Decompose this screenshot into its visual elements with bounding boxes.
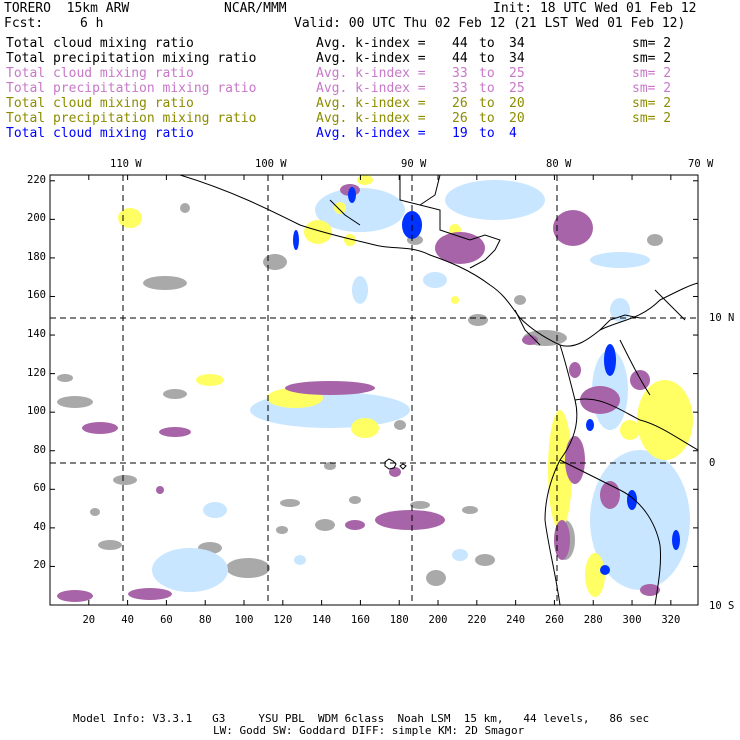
model-title: TORERO 15km ARW bbox=[4, 1, 130, 16]
legend-kindex-to: 34 bbox=[509, 36, 525, 51]
legend-kindex-to: 20 bbox=[509, 111, 525, 126]
legend-kindex-to: 34 bbox=[509, 51, 525, 66]
map-frame bbox=[49, 174, 699, 606]
x-tick-label: 100 bbox=[234, 614, 254, 626]
legend-smoothing: sm= 2 bbox=[632, 81, 672, 96]
legend-smoothing: sm= 2 bbox=[632, 96, 672, 111]
legend-field: Total precipitation mixing ratio bbox=[6, 51, 257, 66]
legend-kindex-to: 25 bbox=[509, 81, 525, 96]
x-tick-label: 320 bbox=[661, 614, 681, 626]
legend-field: Total cloud mixing ratio bbox=[6, 126, 194, 141]
lat-label-10n: 10 N bbox=[709, 312, 735, 324]
legend-kindex-from: 44 bbox=[452, 36, 468, 51]
graticule bbox=[50, 175, 698, 605]
x-tick-label: 260 bbox=[544, 614, 564, 626]
x-tick-label: 220 bbox=[467, 614, 487, 626]
x-tick-label: 140 bbox=[312, 614, 332, 626]
legend-field: Total cloud mixing ratio bbox=[6, 96, 194, 111]
lat-label-10s: 10 S bbox=[709, 600, 735, 612]
x-tick-label: 200 bbox=[428, 614, 448, 626]
legend-field: Total cloud mixing ratio bbox=[6, 66, 194, 81]
x-tick-label: 280 bbox=[583, 614, 603, 626]
y-tick-label: 20 bbox=[33, 559, 46, 572]
y-tick-label: 100 bbox=[27, 405, 46, 418]
legend-kindex-to: 20 bbox=[509, 96, 525, 111]
tick-marks bbox=[50, 175, 698, 605]
legend-field: Total precipitation mixing ratio bbox=[6, 81, 257, 96]
legend-kindex-from: 26 bbox=[452, 96, 468, 111]
legend-kindex-label: Avg. k-index = bbox=[316, 81, 426, 96]
legend-kindex-to-word: to bbox=[479, 81, 495, 96]
legend-kindex-from: 44 bbox=[452, 51, 468, 66]
legend-kindex-to: 4 bbox=[509, 126, 517, 141]
legend-kindex-to-word: to bbox=[479, 51, 495, 66]
legend-kindex-from: 19 bbox=[452, 126, 468, 141]
y-tick-label: 120 bbox=[27, 366, 46, 379]
legend-smoothing: sm= 2 bbox=[632, 66, 672, 81]
lon-label-110w: 110 W bbox=[110, 158, 142, 170]
legend-smoothing: sm= 2 bbox=[632, 111, 672, 126]
x-tick-label: 20 bbox=[82, 614, 96, 626]
forecast-label: Fcst: bbox=[4, 16, 44, 31]
x-tick-label: 300 bbox=[622, 614, 642, 626]
legend-kindex-label: Avg. k-index = bbox=[316, 51, 426, 66]
purple-blobs bbox=[57, 184, 660, 602]
y-tick-label: 200 bbox=[27, 212, 46, 225]
x-tick-label: 180 bbox=[389, 614, 409, 626]
y-tick-label: 60 bbox=[33, 482, 46, 495]
legend-kindex-to-word: to bbox=[479, 126, 495, 141]
y-tick-label: 80 bbox=[33, 443, 46, 456]
y-tick-label: 160 bbox=[27, 289, 46, 302]
legend-kindex-label: Avg. k-index = bbox=[316, 66, 426, 81]
legend-kindex-from: 26 bbox=[452, 111, 468, 126]
legend-field: Total precipitation mixing ratio bbox=[6, 111, 257, 126]
x-tick-label: 80 bbox=[198, 614, 212, 626]
y-tick-label: 220 bbox=[27, 173, 46, 186]
legend-kindex-from: 33 bbox=[452, 66, 468, 81]
lat-label-0: 0 bbox=[709, 457, 716, 469]
model-info: Model Info: V3.3.1 G3 YSU PBL WDM 6class… bbox=[73, 712, 650, 725]
coastlines bbox=[179, 175, 698, 605]
legend-kindex-label: Avg. k-index = bbox=[316, 126, 426, 141]
legend-kindex-to-word: to bbox=[479, 66, 495, 81]
y-tick-label: 140 bbox=[27, 328, 46, 341]
legend-kindex-label: Avg. k-index = bbox=[316, 36, 426, 51]
legend-kindex-label: Avg. k-index = bbox=[316, 111, 426, 126]
mixing-ratio-fields bbox=[50, 175, 698, 605]
x-tick-label: 60 bbox=[160, 614, 173, 626]
legend-kindex-label: Avg. k-index = bbox=[316, 96, 426, 111]
lon-label-80w: 80 W bbox=[546, 158, 572, 170]
org-label: NCAR/MMM bbox=[224, 1, 287, 16]
init-time: Init: 18 UTC Wed 01 Feb 12 bbox=[493, 1, 697, 16]
x-tick-label: 120 bbox=[273, 614, 293, 626]
x-tick-label: 160 bbox=[350, 614, 370, 626]
legend-smoothing: sm= 2 bbox=[632, 51, 672, 66]
legend-kindex-to-word: to bbox=[479, 111, 495, 126]
forecast-hours: 6 h bbox=[80, 16, 104, 31]
legend-field: Total cloud mixing ratio bbox=[6, 36, 194, 51]
y-tick-label: 180 bbox=[27, 250, 46, 263]
legend-kindex-to-word: to bbox=[479, 96, 495, 111]
legend-kindex-to: 25 bbox=[509, 66, 525, 81]
legend-kindex-from: 33 bbox=[452, 81, 468, 96]
lon-label-90w: 90 W bbox=[401, 158, 427, 170]
lon-label-100w: 100 W bbox=[255, 158, 287, 170]
y-tick-label: 40 bbox=[33, 520, 46, 533]
legend-kindex-to-word: to bbox=[479, 36, 495, 51]
lon-label-70w: 70 W bbox=[688, 158, 714, 170]
x-tick-label: 40 bbox=[121, 614, 134, 626]
x-tick-label: 240 bbox=[506, 614, 526, 626]
legend-smoothing: sm= 2 bbox=[632, 36, 672, 51]
physics-info: LW: Godd SW: Goddard DIFF: simple KM: 2D… bbox=[213, 724, 525, 737]
valid-time: Valid: 00 UTC Thu 02 Feb 12 (21 LST Wed … bbox=[294, 16, 686, 31]
